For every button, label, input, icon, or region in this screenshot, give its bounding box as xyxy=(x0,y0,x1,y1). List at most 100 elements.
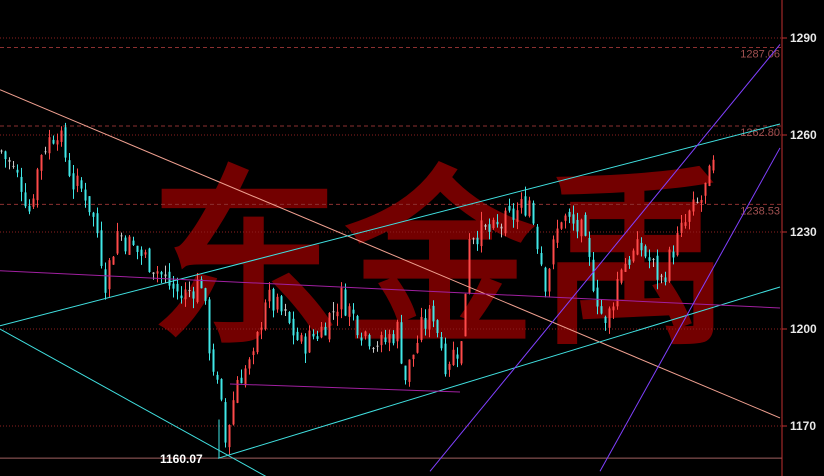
candle-body xyxy=(388,334,391,343)
candle-body xyxy=(140,249,143,256)
candle-body xyxy=(336,311,339,317)
candle-body xyxy=(108,260,111,290)
candle-body xyxy=(216,374,219,380)
trend-line xyxy=(0,328,267,476)
trend-line xyxy=(0,270,781,309)
candle-body xyxy=(268,289,271,302)
candle-body xyxy=(656,255,659,280)
candle-body xyxy=(700,199,703,203)
candle-body xyxy=(152,272,155,274)
candle-body xyxy=(8,159,11,162)
candle-body xyxy=(84,189,87,201)
candle-body xyxy=(164,274,167,277)
candle-body xyxy=(584,214,587,236)
candle-body xyxy=(160,272,163,275)
candle-body xyxy=(172,283,175,289)
candle-body xyxy=(500,226,503,229)
candle-body xyxy=(644,246,647,257)
candle-body xyxy=(712,159,715,171)
candle-body xyxy=(680,222,683,233)
candle-body xyxy=(596,287,599,307)
candle-body xyxy=(556,228,559,243)
candle-body xyxy=(428,308,431,330)
candle-body xyxy=(288,311,291,323)
candle-body xyxy=(532,202,535,224)
candle-body xyxy=(580,219,583,237)
candle-body xyxy=(260,327,263,330)
candle-body xyxy=(236,379,239,403)
candle-body xyxy=(364,331,367,337)
candle-body xyxy=(332,311,335,313)
candle-body xyxy=(320,326,323,338)
candle-body xyxy=(184,289,187,300)
candle-body xyxy=(520,199,523,208)
trend-line xyxy=(229,383,461,393)
level-label: 1238.53 xyxy=(740,205,780,217)
candle-body xyxy=(124,237,127,252)
candle-body xyxy=(76,175,79,186)
level-label: 1287.06 xyxy=(740,49,780,61)
candle-body xyxy=(708,165,711,186)
candle-body xyxy=(224,402,227,443)
candle-body xyxy=(280,296,283,312)
candle-body xyxy=(12,165,15,167)
candle-body xyxy=(128,236,131,255)
candle-body xyxy=(96,213,99,234)
candle-body xyxy=(104,269,107,293)
y-tick-label: 1290 xyxy=(790,31,817,45)
candle-body xyxy=(524,196,527,216)
candle-body xyxy=(468,239,471,294)
candle-body xyxy=(504,210,507,234)
candle-body xyxy=(120,235,123,237)
candle-body xyxy=(44,151,47,153)
candle-body xyxy=(228,424,231,448)
candle-body xyxy=(4,151,7,160)
candle-body xyxy=(628,259,631,265)
candle-body xyxy=(408,359,411,382)
candle-body xyxy=(648,257,651,261)
candle-body xyxy=(0,150,3,152)
trend-line xyxy=(599,147,781,472)
candle-body xyxy=(40,155,43,171)
candle-body xyxy=(576,219,579,232)
candle-body xyxy=(368,334,371,347)
candle-body xyxy=(480,220,483,247)
candle-body xyxy=(636,239,639,255)
candle-body xyxy=(248,359,251,369)
candle-body xyxy=(692,199,695,212)
candle-body xyxy=(652,258,655,260)
candle-body xyxy=(28,205,31,212)
candle-body xyxy=(440,336,443,349)
candle-body xyxy=(568,211,571,217)
candle-body xyxy=(376,345,379,347)
candle-body xyxy=(144,252,147,255)
candle-body xyxy=(668,249,671,282)
candle-body xyxy=(200,279,203,289)
candle-body xyxy=(544,267,547,292)
candle-body xyxy=(564,215,567,221)
y-tick-label: 1170 xyxy=(790,419,816,433)
candle-body xyxy=(212,349,215,372)
candle-body xyxy=(48,137,51,154)
candle-body xyxy=(324,326,327,336)
candle-body xyxy=(348,306,351,317)
candle-body xyxy=(20,176,23,192)
candle-body xyxy=(352,309,355,314)
candle-body xyxy=(176,283,179,292)
candle-body xyxy=(180,295,183,299)
candle-body xyxy=(420,316,423,341)
candle-body xyxy=(444,343,447,375)
candle-body xyxy=(400,322,403,364)
candle-body xyxy=(240,377,243,384)
candle-body xyxy=(432,305,435,322)
trend-line xyxy=(217,286,781,459)
candle-body xyxy=(296,331,299,340)
candle-body xyxy=(616,279,619,307)
candle-body xyxy=(196,279,199,302)
candle-body xyxy=(60,130,63,142)
candle-body xyxy=(688,210,691,222)
low-price-label: 1160.07 xyxy=(160,452,203,466)
candle-body xyxy=(32,198,35,207)
